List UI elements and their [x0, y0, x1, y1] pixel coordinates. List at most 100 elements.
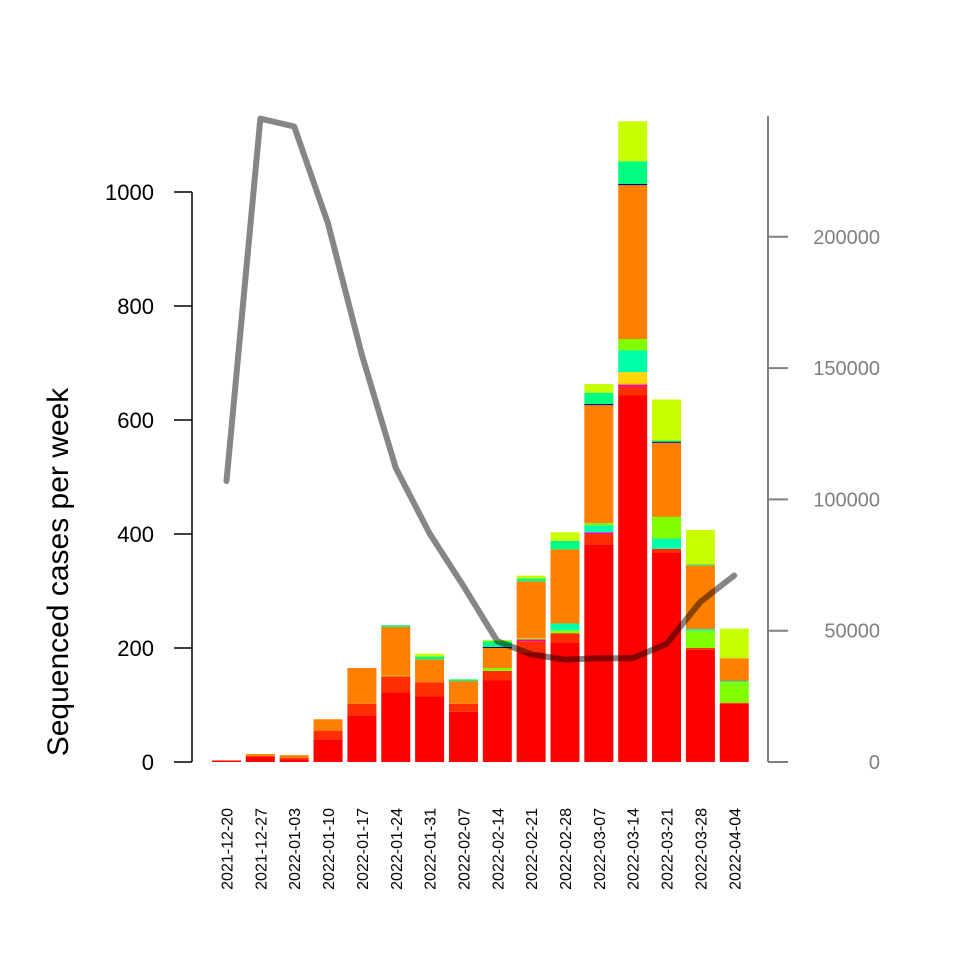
- bar-segment: [618, 384, 648, 387]
- bar-segment: [516, 641, 546, 653]
- bar-segment: [381, 692, 411, 762]
- bar-segment: [516, 638, 546, 640]
- right-tick-label: 150000: [813, 358, 880, 380]
- bar-segment: [516, 652, 546, 762]
- bar-segment: [347, 715, 377, 762]
- bar-segment: [719, 658, 749, 682]
- bar-segment: [245, 755, 275, 757]
- bar-segment: [685, 564, 715, 566]
- bar-segment: [415, 682, 445, 697]
- x-tick-label: 2022-03-28: [693, 808, 710, 890]
- bar-segment: [415, 696, 445, 762]
- bar-segment: [685, 630, 715, 648]
- bar-segment: [652, 441, 682, 443]
- bar-segment: [415, 659, 445, 683]
- bar-segment: [550, 532, 580, 541]
- bar-segment: [584, 405, 614, 524]
- bar-segment: [448, 703, 478, 712]
- bar-segment: [584, 384, 614, 393]
- bar-segment: [381, 626, 411, 676]
- left-tick-label: 200: [117, 636, 154, 661]
- x-tick-label: 2022-01-24: [389, 808, 406, 890]
- bar-segment: [550, 549, 580, 624]
- x-tick-label: 2022-01-03: [287, 808, 304, 890]
- bar-segment: [347, 703, 377, 716]
- bar-segment: [652, 538, 682, 549]
- x-tick-labels: 2021-12-20 2021-12-27 2022-01-03 2022-01-10…: [220, 808, 745, 890]
- bar-segment: [381, 676, 411, 693]
- bar-segment: [313, 719, 343, 731]
- bar-segment: [448, 679, 478, 682]
- bar-segment: [347, 667, 377, 704]
- bar-segment: [279, 758, 309, 760]
- right-tick-label: 0: [869, 752, 880, 774]
- left-tick-label: 600: [117, 408, 154, 433]
- bar-segment: [584, 534, 614, 545]
- bar-segment: [516, 639, 546, 642]
- left-tick-label: 0: [142, 750, 154, 775]
- bar-segment: [279, 755, 309, 759]
- bar-segment: [618, 339, 648, 351]
- bar-segment: [652, 516, 682, 539]
- bar-segment: [584, 525, 614, 533]
- bar-segment: [584, 392, 614, 405]
- y-axis-label: Sequenced cases per week: [42, 387, 75, 757]
- line-layer: [223, 115, 738, 663]
- bar-segment: [415, 656, 445, 660]
- bar-segment: [618, 395, 648, 762]
- bar-segment: [482, 670, 512, 681]
- x-tick-label: 2021-12-20: [220, 808, 237, 890]
- bar-segment: [550, 633, 580, 643]
- bar-segment: [584, 532, 614, 534]
- bar-segment: [313, 730, 343, 740]
- left-tick-label: 1000: [105, 180, 154, 205]
- bar-segment: [618, 386, 648, 396]
- bar-segment: [313, 739, 343, 762]
- bar-segment: [415, 653, 445, 657]
- bar-segment: [212, 760, 241, 761]
- x-tick-label: 2022-03-07: [592, 808, 609, 890]
- bar-segment: [584, 523, 614, 526]
- x-tick-label: 2022-02-07: [456, 808, 473, 890]
- bar-segment: [448, 681, 478, 704]
- bar-segment: [245, 754, 275, 756]
- bar-segment: [719, 628, 749, 659]
- x-tick-label: 2022-03-21: [660, 808, 677, 890]
- bar-segment: [719, 681, 749, 683]
- bar-segment: [685, 530, 715, 565]
- bar-segment: [652, 548, 682, 553]
- bar-segment: [381, 675, 411, 677]
- bar-segment: [550, 630, 580, 634]
- bar-segment: [685, 649, 715, 762]
- x-tick-label: 2022-03-14: [626, 808, 643, 890]
- bar-segment: [618, 184, 648, 186]
- left-tick-label: 800: [117, 294, 154, 319]
- bar-segment: [618, 383, 648, 385]
- bar-segment: [245, 756, 275, 762]
- left-tick-label: 400: [117, 522, 154, 547]
- bar-segment: [618, 185, 648, 340]
- bar-segment: [584, 404, 614, 406]
- bar-segment: [516, 575, 546, 579]
- bar-segment: [550, 540, 580, 550]
- x-tick-label: 2022-02-21: [524, 808, 541, 890]
- x-tick-label: 2022-01-10: [321, 808, 338, 890]
- right-y-axis: 0 50000 100000 150000 200000: [767, 116, 880, 774]
- bar-segment: [482, 646, 512, 648]
- bar-segment: [584, 544, 614, 762]
- bar-segment: [618, 350, 648, 373]
- bar-segment: [719, 702, 749, 704]
- bar-segment: [652, 442, 682, 517]
- right-tick-label: 200000: [813, 227, 880, 249]
- bar-segment: [719, 703, 749, 762]
- x-tick-label: 2022-02-14: [490, 808, 507, 890]
- bar-segment: [652, 399, 682, 441]
- bar-segment: [212, 760, 241, 762]
- bar-segment: [652, 552, 682, 762]
- bar-segment: [550, 623, 580, 631]
- bar-segment: [618, 161, 648, 185]
- bar-segment: [618, 121, 648, 162]
- x-tick-label: 2021-12-27: [253, 808, 270, 890]
- bar-segment: [279, 759, 309, 762]
